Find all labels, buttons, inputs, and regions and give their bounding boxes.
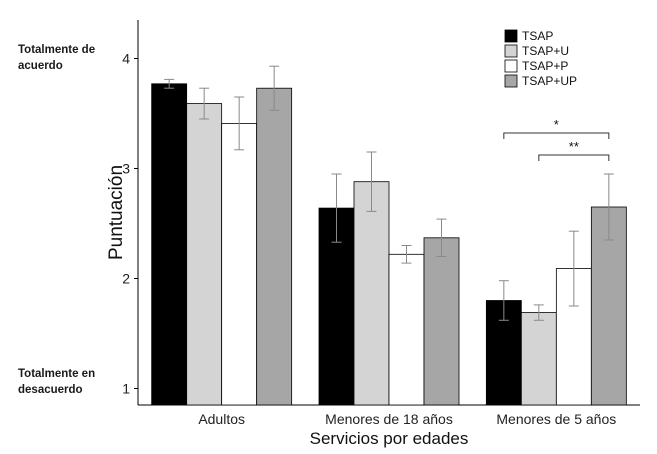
legend-label: TSAP+P bbox=[522, 59, 568, 73]
legend-swatch bbox=[504, 44, 518, 58]
y-tick-label: 2 bbox=[122, 271, 130, 287]
significance-bracket bbox=[503, 132, 610, 139]
legend-swatch bbox=[504, 29, 518, 43]
y-tick-label: 1 bbox=[122, 381, 130, 397]
significance-label: ** bbox=[569, 139, 579, 154]
x-tick-label: Adultos bbox=[198, 411, 245, 427]
bar-tsap-plus-up bbox=[256, 87, 293, 406]
legend-swatch bbox=[504, 74, 518, 88]
y-tick-label: 3 bbox=[122, 161, 130, 177]
bar-tsap-plus-up bbox=[423, 237, 460, 406]
y-axis-title: Puntuación bbox=[106, 165, 127, 260]
significance-bracket bbox=[538, 154, 610, 161]
x-tick-label: Menores de 18 años bbox=[325, 411, 453, 427]
bar-tsap-plus-u bbox=[520, 312, 557, 406]
bar-tsap-plus-p bbox=[221, 123, 258, 406]
legend-swatch bbox=[504, 59, 518, 73]
legend-label: TSAP+U bbox=[522, 44, 569, 58]
legend-label: TSAP+UP bbox=[522, 74, 577, 88]
axis-anchor-top-label: Totalmente de acuerdo bbox=[18, 44, 96, 72]
bar-tsap-plus-u bbox=[353, 181, 390, 406]
x-axis-title: Servicios por edades bbox=[310, 429, 469, 448]
axis-anchor-bottom-label: Totalmente en desacuerdo bbox=[18, 368, 96, 396]
y-tick-label: 4 bbox=[122, 51, 130, 67]
x-tick-label: Menores de 5 años bbox=[496, 411, 616, 427]
legend-label: TSAP bbox=[522, 29, 553, 43]
significance-label: * bbox=[554, 117, 559, 132]
bar-tsap-plus-u bbox=[186, 103, 223, 406]
bar-tsap bbox=[151, 83, 188, 406]
bar-tsap-plus-p bbox=[388, 253, 425, 406]
